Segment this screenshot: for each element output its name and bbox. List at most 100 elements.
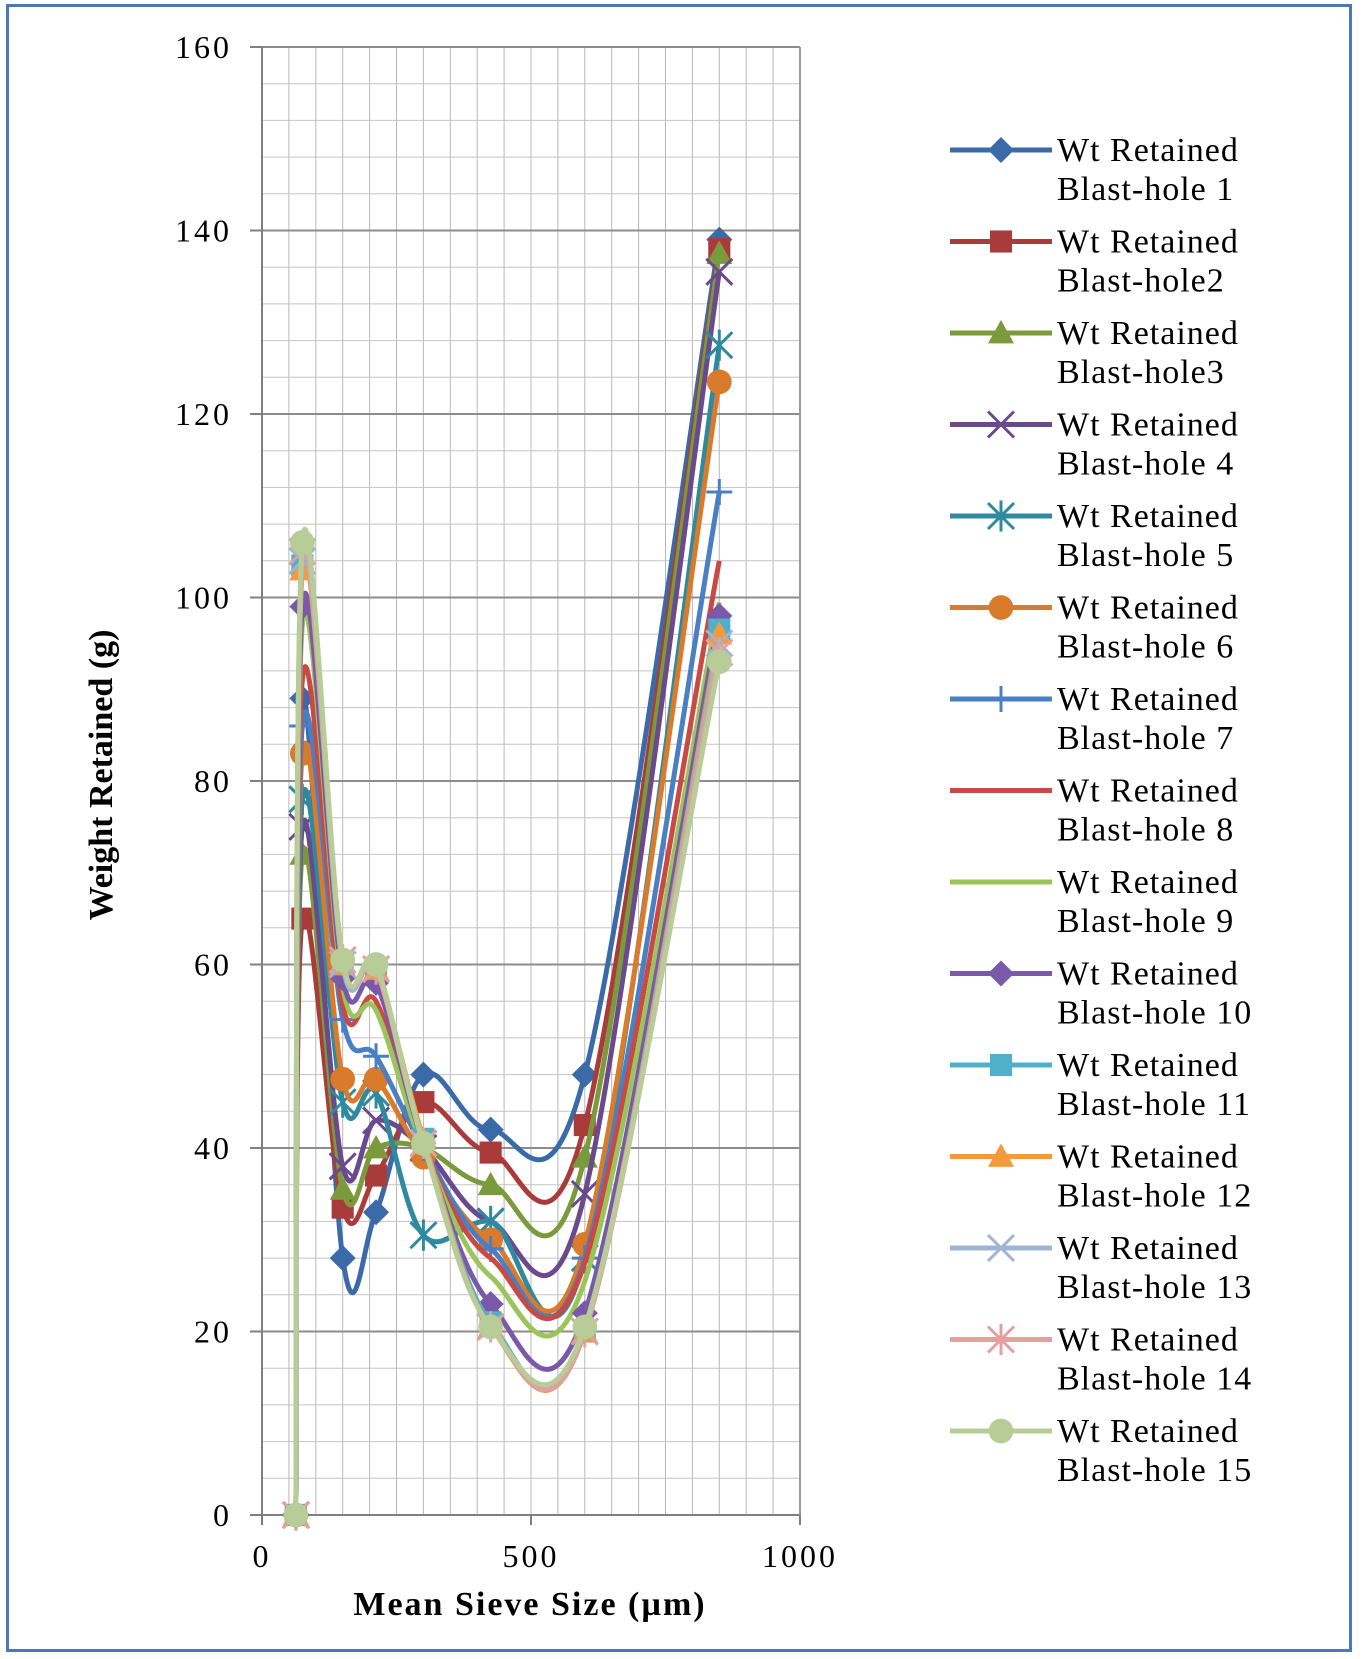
legend-marker: [989, 230, 1013, 253]
y-tick-label: 40: [194, 1130, 232, 1166]
legend-label-line2: Blast-hole 4: [1057, 446, 1234, 483]
legend-label-line1: Wt Retained: [1057, 132, 1239, 169]
data-point: [706, 478, 733, 505]
legend-label-line1: Wt Retained: [1057, 956, 1239, 993]
legend-label-line1: Wt Retained: [1057, 498, 1239, 535]
data-point: [572, 1314, 598, 1340]
legend-label-line2: Blast-hole 10: [1057, 995, 1252, 1032]
data-point: [411, 1131, 436, 1156]
legend-marker: [988, 686, 1014, 712]
legend-label-line2: Blast-hole 1: [1057, 171, 1234, 208]
data-point: [283, 1502, 309, 1528]
y-tick-label: 100: [175, 580, 232, 616]
legend-label-line2: Blast-hole3: [1057, 354, 1225, 391]
data-point: [363, 1199, 390, 1226]
legend-label-line1: Wt Retained: [1057, 1230, 1239, 1267]
x-tick-label: 500: [503, 1538, 560, 1574]
legend-marker: [986, 500, 1016, 532]
legend-label-line2: Blast-hole2: [1057, 263, 1225, 300]
legend-label-line1: Wt Retained: [1057, 864, 1239, 901]
x-tick-label: 0: [253, 1538, 272, 1574]
y-tick-label: 120: [175, 396, 232, 432]
legend-marker: [986, 410, 1016, 439]
data-point: [571, 1061, 598, 1088]
legend-label-line1: Wt Retained: [1057, 681, 1239, 718]
legend-label-line1: Wt Retained: [1057, 1139, 1239, 1176]
legend-marker: [988, 137, 1014, 163]
data-point: [412, 1091, 435, 1114]
legend-label-line2: Blast-hole 12: [1057, 1178, 1252, 1215]
data-point: [706, 369, 732, 395]
legend-marker: [988, 595, 1014, 620]
y-tick-label: 80: [194, 763, 232, 799]
legend-label-line2: Blast-hole 14: [1057, 1361, 1252, 1398]
legend-label-line1: Wt Retained: [1057, 1413, 1239, 1450]
legend-marker: [986, 1323, 1016, 1356]
data-point: [706, 240, 733, 264]
data-point: [328, 1152, 357, 1181]
legend-marker: [988, 1143, 1014, 1167]
legend-label-line1: Wt Retained: [1057, 590, 1239, 627]
legend-label-line1: Wt Retained: [1057, 773, 1239, 810]
data-point: [410, 1061, 437, 1088]
legend-label-line1: Wt Retained: [1057, 315, 1239, 352]
data-point: [363, 1043, 390, 1070]
legend-marker: [988, 320, 1014, 344]
data-point: [330, 947, 356, 973]
data-point: [330, 1066, 356, 1092]
y-tick-label: 0: [213, 1497, 232, 1533]
legend-label-line1: Wt Retained: [1057, 224, 1239, 261]
legend-marker: [989, 1053, 1013, 1077]
data-point: [478, 1314, 503, 1340]
y-tick-label: 160: [175, 29, 232, 65]
data-point: [363, 1066, 389, 1092]
legend-marker: [988, 960, 1014, 987]
data-point: [706, 649, 732, 675]
legend-label-line2: Blast-hole 7: [1057, 720, 1234, 757]
data-point: [705, 257, 734, 286]
data-point: [363, 1135, 390, 1159]
data-point: [365, 1164, 388, 1187]
series-15: [283, 527, 732, 1528]
y-tick-label: 20: [194, 1314, 232, 1350]
axes: [250, 46, 801, 1525]
legend-label-line1: Wt Retained: [1057, 1322, 1239, 1359]
tick-labels: 0 20 40 60 80 100 120 140 160 0 500 1000: [175, 29, 838, 1574]
data-point: [331, 1196, 354, 1219]
y-axis-title: Weight Retained (g): [83, 630, 120, 921]
data-point: [290, 530, 315, 555]
y-tick-label: 60: [194, 947, 232, 983]
data-point: [329, 1176, 356, 1200]
series-10: [282, 591, 733, 1528]
legend-label-line2: Blast-hole 5: [1057, 537, 1234, 574]
data-point: [477, 1116, 504, 1143]
legend-marker: [986, 1233, 1016, 1263]
data-point: [477, 1171, 504, 1196]
legend-label-line2: Blast-hole 15: [1057, 1452, 1252, 1489]
legend-label-line2: Blast-hole 9: [1057, 903, 1234, 940]
data-point: [409, 1219, 438, 1251]
legend-label-line2: Blast-hole 11: [1057, 1086, 1251, 1123]
legend-label-line1: Wt Retained: [1057, 1047, 1239, 1084]
x-tick-label: 1000: [762, 1538, 838, 1574]
data-point: [329, 1245, 356, 1272]
legend-label-line1: Wt Retained: [1057, 407, 1239, 444]
legend-marker: [988, 1418, 1014, 1444]
y-tick-label: 140: [175, 213, 232, 249]
